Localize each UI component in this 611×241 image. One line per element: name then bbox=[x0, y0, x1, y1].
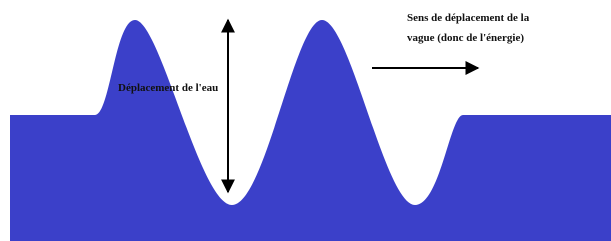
direction-label: Sens de déplacement de la bbox=[407, 12, 530, 24]
displacement-label: Déplacement de l'eau bbox=[118, 82, 218, 94]
wave-diagram: Déplacement de l'eau Sens de déplacement… bbox=[0, 0, 611, 241]
direction-label: vague (donc de l'énergie) bbox=[407, 32, 524, 44]
wave bbox=[10, 20, 611, 241]
